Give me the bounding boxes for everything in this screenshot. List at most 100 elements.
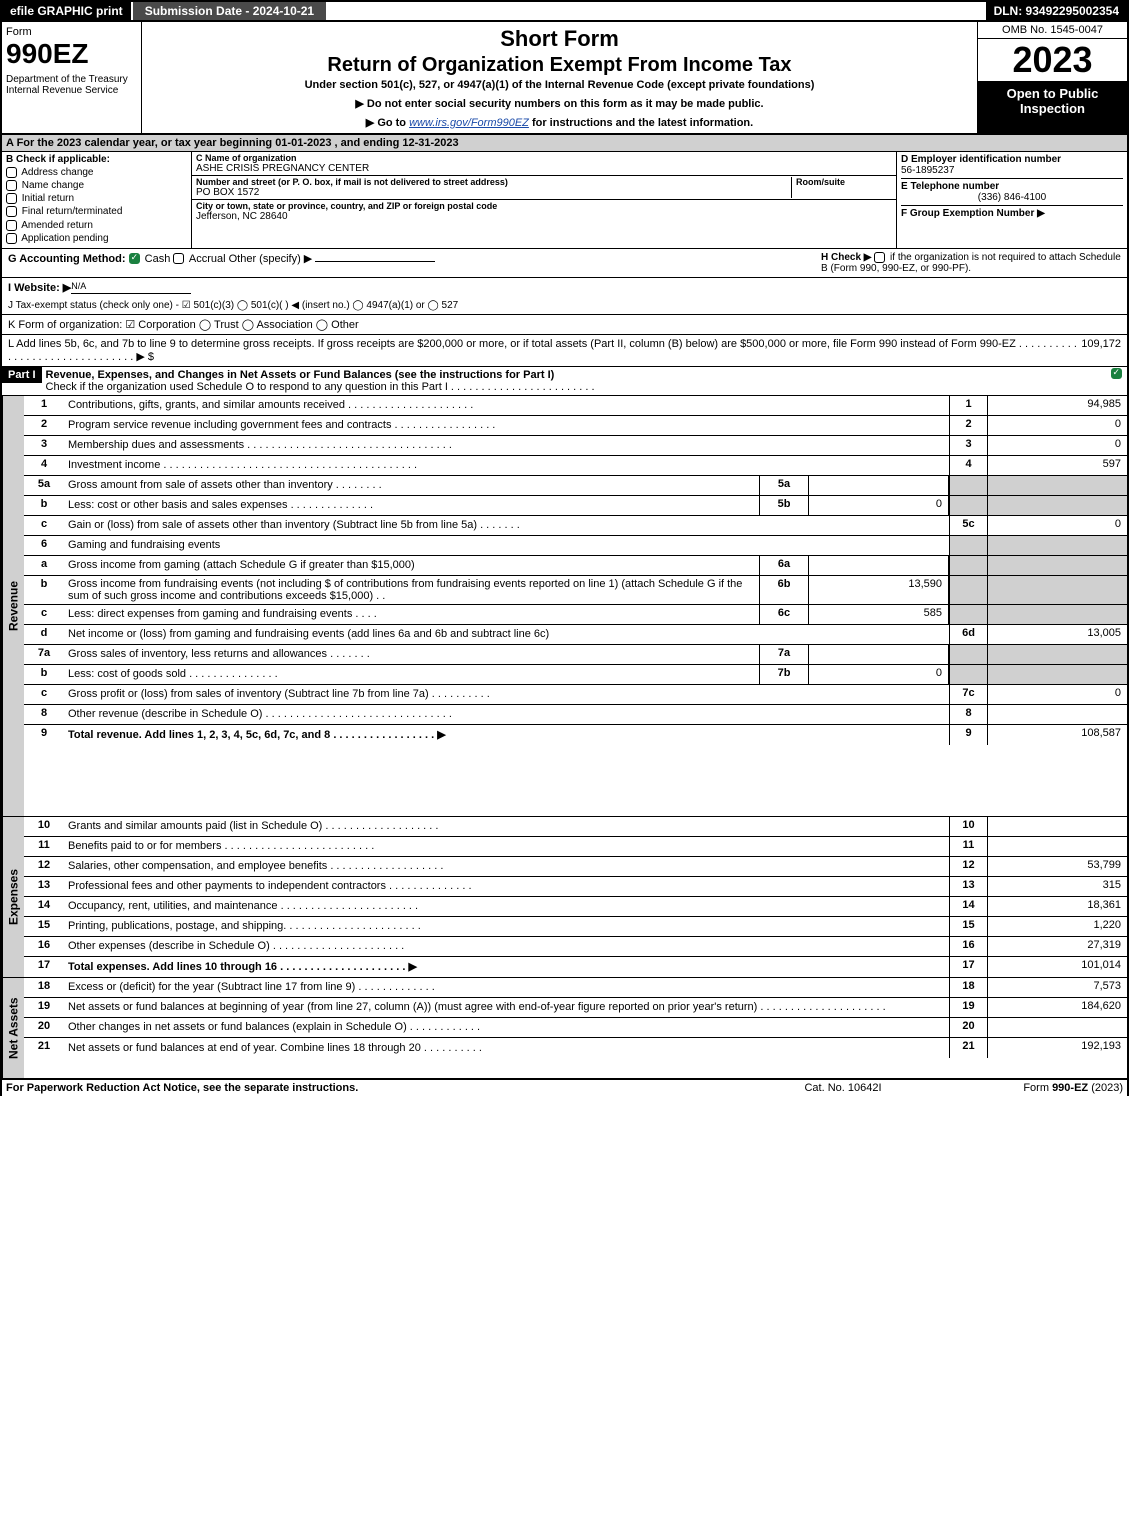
table-row: c Gain or (loss) from sale of assets oth…	[24, 516, 1127, 536]
check-item: Final return/terminated	[6, 206, 187, 217]
accrual-checkbox[interactable]	[173, 253, 184, 264]
part1-label: Part I	[2, 367, 42, 383]
table-row: 3 Membership dues and assessments . . . …	[24, 436, 1127, 456]
row-number: 14	[24, 897, 64, 916]
row-number: 15	[24, 917, 64, 936]
efile-label: efile GRAPHIC print	[2, 2, 131, 20]
col-number: 19	[949, 998, 987, 1017]
col-value: 0	[987, 685, 1127, 704]
col-number: 18	[949, 978, 987, 997]
col-number: 6d	[949, 625, 987, 644]
sub-col-value: 0	[809, 665, 949, 684]
other-input[interactable]	[315, 261, 435, 262]
irs-link[interactable]: www.irs.gov/Form990EZ	[409, 117, 529, 129]
row-number: d	[24, 625, 64, 644]
col-d: D Employer identification number 56-1895…	[897, 152, 1127, 248]
table-row: 8 Other revenue (describe in Schedule O)…	[24, 705, 1127, 725]
row-desc: Less: direct expenses from gaming and fu…	[64, 605, 759, 624]
row-desc: Professional fees and other payments to …	[64, 877, 949, 896]
table-row: 21 Net assets or fund balances at end of…	[24, 1038, 1127, 1058]
table-row: c Less: direct expenses from gaming and …	[24, 605, 1127, 625]
part1-table: Revenue 1 Contributions, gifts, grants, …	[0, 396, 1129, 1080]
col-number	[949, 496, 987, 515]
col-value	[987, 556, 1127, 575]
website-value: N/A	[71, 281, 191, 294]
checkbox-icon[interactable]	[6, 206, 17, 217]
row-desc: Excess or (deficit) for the year (Subtra…	[64, 978, 949, 997]
other-label: Other (specify) ▶	[229, 253, 313, 265]
row-desc: Membership dues and assessments . . . . …	[64, 436, 949, 455]
col-value: 108,587	[987, 725, 1127, 745]
g-row: G Accounting Method: Cash Accrual Other …	[0, 249, 1129, 278]
grp-label: F Group Exemption Number ▶	[901, 208, 1123, 219]
row-number: b	[24, 496, 64, 515]
checkbox-icon[interactable]	[6, 220, 17, 231]
sub-col-label: 7b	[759, 665, 809, 684]
row-desc: Gross amount from sale of assets other t…	[64, 476, 759, 495]
subtitle: Under section 501(c), 527, or 4947(a)(1)…	[146, 79, 973, 91]
schedule-o-checkbox[interactable]	[1111, 368, 1122, 379]
col-value	[987, 476, 1127, 495]
part1-title: Revenue, Expenses, and Changes in Net As…	[46, 369, 555, 381]
footer: For Paperwork Reduction Act Notice, see …	[0, 1080, 1129, 1096]
row-number: 12	[24, 857, 64, 876]
table-row: 14 Occupancy, rent, utilities, and maint…	[24, 897, 1127, 917]
row-number: 2	[24, 416, 64, 435]
instr2-pre: ▶ Go to	[366, 117, 409, 129]
name-label: C Name of organization	[196, 153, 892, 163]
l-text: L Add lines 5b, 6c, and 7b to line 9 to …	[8, 338, 1081, 363]
submission-date: Submission Date - 2024-10-21	[131, 2, 326, 20]
row-number: c	[24, 685, 64, 704]
instr2-post: for instructions and the latest informat…	[529, 117, 753, 129]
table-row: 11 Benefits paid to or for members . . .…	[24, 837, 1127, 857]
row-number: 8	[24, 705, 64, 724]
row-desc: Less: cost of goods sold . . . . . . . .…	[64, 665, 759, 684]
sub-col-value	[809, 556, 949, 575]
topbar: efile GRAPHIC print Submission Date - 20…	[0, 0, 1129, 22]
addr-label: Number and street (or P. O. box, if mail…	[196, 177, 791, 187]
form-label: Form	[6, 26, 137, 38]
org-name-row: C Name of organization ASHE CRISIS PREGN…	[192, 152, 896, 176]
col-number	[949, 576, 987, 604]
row-number: 4	[24, 456, 64, 475]
col-number: 14	[949, 897, 987, 916]
row-desc: Total revenue. Add lines 1, 2, 3, 4, 5c,…	[64, 725, 949, 745]
sub-col-value: 13,590	[809, 576, 949, 604]
sub-col-label: 7a	[759, 645, 809, 664]
row-desc: Gain or (loss) from sale of assets other…	[64, 516, 949, 535]
info-block: B Check if applicable: Address change Na…	[0, 152, 1129, 249]
row-number: a	[24, 556, 64, 575]
room-label: Room/suite	[796, 177, 892, 187]
tel: (336) 846-4100	[901, 192, 1123, 206]
row-desc: Contributions, gifts, grants, and simila…	[64, 396, 949, 415]
table-row: 5a Gross amount from sale of assets othe…	[24, 476, 1127, 496]
col-b-header: B Check if applicable:	[6, 154, 187, 165]
city-label: City or town, state or province, country…	[196, 201, 497, 211]
sub-col-label: 6a	[759, 556, 809, 575]
col-value	[987, 496, 1127, 515]
h-checkbox[interactable]	[874, 252, 885, 263]
short-form-title: Short Form	[146, 26, 973, 52]
checkbox-icon[interactable]	[6, 193, 17, 204]
col-number: 20	[949, 1018, 987, 1037]
table-row: 17 Total expenses. Add lines 10 through …	[24, 957, 1127, 977]
col-value	[987, 536, 1127, 555]
footer-right: Form 990-EZ (2023)	[943, 1082, 1123, 1094]
row-desc: Grants and similar amounts paid (list in…	[64, 817, 949, 836]
row-desc: Gross income from fundraising events (no…	[64, 576, 759, 604]
sub-col-label: 6b	[759, 576, 809, 604]
row-desc: Less: cost or other basis and sales expe…	[64, 496, 759, 515]
row-desc: Net income or (loss) from gaming and fun…	[64, 625, 949, 644]
checkbox-icon[interactable]	[6, 167, 17, 178]
checkbox-icon[interactable]	[6, 180, 17, 191]
checkbox-icon[interactable]	[6, 233, 17, 244]
row-desc: Other expenses (describe in Schedule O) …	[64, 937, 949, 956]
i-label: I Website: ▶	[8, 281, 71, 294]
col-number	[949, 536, 987, 555]
col-value: 7,573	[987, 978, 1127, 997]
cash-checkbox[interactable]	[129, 253, 140, 264]
col-value	[987, 576, 1127, 604]
sub-col-label: 5b	[759, 496, 809, 515]
row-desc: Investment income . . . . . . . . . . . …	[64, 456, 949, 475]
col-number	[949, 605, 987, 624]
